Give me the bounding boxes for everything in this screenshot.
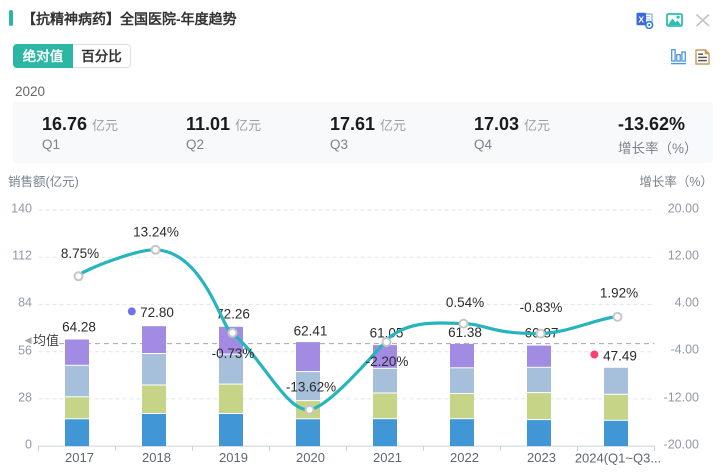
svg-text:12.00: 12.00 (668, 249, 699, 263)
svg-text:增长率（%）: 增长率（%） (639, 174, 713, 189)
svg-text:2023: 2023 (527, 450, 556, 465)
svg-text:0: 0 (25, 438, 32, 452)
svg-text:112: 112 (12, 249, 32, 263)
svg-text:均值: 均值 (33, 333, 59, 348)
svg-text:2024(Q1~Q3...: 2024(Q1~Q3... (575, 451, 661, 466)
svg-text:56: 56 (18, 344, 32, 358)
svg-text:8.75%: 8.75% (61, 246, 99, 261)
svg-text:4.00: 4.00 (675, 296, 699, 310)
svg-text:13.24%: 13.24% (133, 225, 179, 240)
svg-text:72.80: 72.80 (140, 305, 174, 320)
svg-text:64.28: 64.28 (62, 320, 96, 335)
svg-text:2018: 2018 (142, 450, 171, 465)
svg-text:-20.00: -20.00 (664, 438, 699, 452)
svg-text:-4.00: -4.00 (671, 343, 700, 357)
svg-text:72.26: 72.26 (216, 306, 250, 321)
svg-text:28: 28 (18, 391, 32, 405)
svg-text:47.49: 47.49 (603, 348, 637, 363)
svg-text:2019: 2019 (219, 450, 248, 465)
svg-text:2020: 2020 (296, 450, 325, 465)
svg-text:0.54%: 0.54% (446, 295, 484, 310)
svg-text:-13.62%: -13.62% (286, 380, 336, 395)
svg-text:-0.73%: -0.73% (212, 346, 255, 361)
svg-text:2022: 2022 (450, 450, 479, 465)
svg-text:-0.83%: -0.83% (520, 300, 563, 315)
svg-text:61.05: 61.05 (370, 325, 404, 340)
svg-text:2017: 2017 (65, 450, 94, 465)
svg-text:140: 140 (11, 202, 32, 216)
svg-text:62.41: 62.41 (294, 323, 328, 338)
svg-text:1.92%: 1.92% (600, 286, 638, 301)
svg-text:销售额(亿元): 销售额(亿元) (8, 174, 79, 189)
svg-text:X: X (638, 14, 644, 24)
svg-text:61.38: 61.38 (448, 325, 482, 340)
svg-text:-12.00: -12.00 (664, 391, 699, 405)
svg-text:-2.20%: -2.20% (366, 354, 409, 369)
svg-text:20.00: 20.00 (668, 202, 699, 216)
svg-text:2021: 2021 (373, 450, 402, 465)
svg-text:84: 84 (18, 296, 32, 310)
